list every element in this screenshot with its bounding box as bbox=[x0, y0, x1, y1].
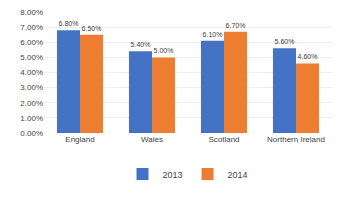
svg-text:7.00%: 7.00% bbox=[20, 23, 43, 32]
svg-text:Scotland: Scotland bbox=[208, 135, 239, 144]
svg-text:3.00%: 3.00% bbox=[20, 83, 43, 92]
svg-text:5.00%: 5.00% bbox=[20, 53, 43, 62]
svg-text:4.00%: 4.00% bbox=[20, 68, 43, 77]
svg-text:Northern Ireland: Northern Ireland bbox=[267, 135, 325, 144]
svg-text:6.80%: 6.80% bbox=[59, 20, 79, 27]
svg-text:0.00%: 0.00% bbox=[20, 129, 43, 138]
svg-text:5.60%: 5.60% bbox=[275, 38, 295, 45]
svg-text:4.60%: 4.60% bbox=[298, 53, 318, 60]
svg-text:2014: 2014 bbox=[228, 170, 248, 180]
svg-text:5.40%: 5.40% bbox=[131, 41, 151, 48]
svg-text:8.00%: 8.00% bbox=[20, 8, 43, 17]
svg-text:1.00%: 1.00% bbox=[20, 114, 43, 123]
svg-text:England: England bbox=[65, 135, 94, 144]
svg-text:2.00%: 2.00% bbox=[20, 99, 43, 108]
svg-text:2013: 2013 bbox=[163, 170, 183, 180]
svg-text:6.10%: 6.10% bbox=[203, 31, 223, 38]
svg-text:Wales: Wales bbox=[141, 135, 163, 144]
svg-text:6.50%: 6.50% bbox=[82, 25, 102, 32]
svg-text:6.70%: 6.70% bbox=[226, 22, 246, 29]
svg-text:6.00%: 6.00% bbox=[20, 38, 43, 47]
svg-text:5.00%: 5.00% bbox=[154, 47, 174, 54]
